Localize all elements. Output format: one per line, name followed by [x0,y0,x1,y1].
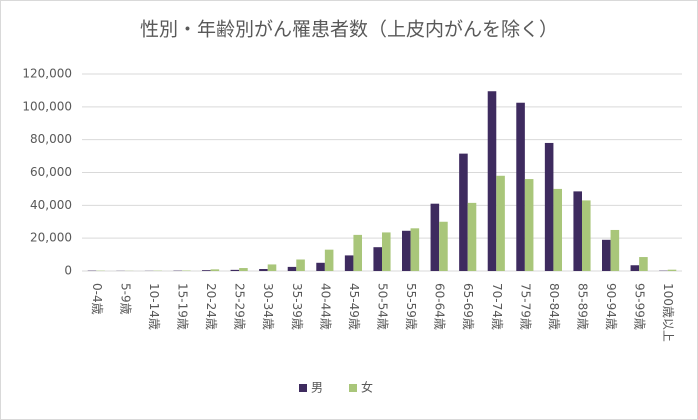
bar [496,175,505,271]
x-tick-label: 75-79歳 [518,283,532,330]
bar [287,266,297,271]
bar [667,269,677,271]
bar [630,265,640,271]
chart-title: 性別・年齢別がん罹患者数（上皮内がんを除く） [140,19,558,41]
legend-swatch [349,384,357,392]
y-tick-label: 80,000 [30,132,72,146]
bar [573,191,582,271]
x-tick-label: 0-4歳 [90,283,104,315]
x-tick-label: 20-24歳 [204,283,218,330]
x-tick-label: 15-19歳 [176,283,190,330]
x-tick-label: 30-34歳 [261,283,275,330]
bar [239,268,248,271]
bar [639,257,648,271]
bar [516,102,525,272]
x-tick-label: 100歳以上 [661,283,675,342]
bar [324,249,334,271]
bar [296,259,305,271]
x-tick-label: 95-99歳 [633,283,647,330]
bar [373,247,382,271]
legend-label: 男 [311,381,323,395]
x-tick-label: 40-44歳 [318,283,332,330]
x-tick-label: 70-74歳 [490,283,504,330]
bar [439,221,448,271]
bar [410,228,420,271]
y-tick-label: 120,000 [22,67,72,81]
bar [553,188,562,271]
x-tick-label: 90-94歳 [604,283,618,330]
legend-swatch [299,384,307,392]
bar [430,203,440,271]
y-tick-label: 20,000 [30,231,72,245]
x-tick-label: 60-64歳 [433,283,447,330]
bar [344,255,354,271]
bar [353,234,362,271]
bar [467,202,477,271]
bar [544,142,554,271]
x-tick-label: 65-69歳 [461,283,475,330]
bar [582,200,591,271]
bar [602,239,611,271]
x-tick-label: 45-49歳 [347,283,361,330]
x-tick-label: 25-29歳 [233,283,247,330]
x-tick-label: 35-39歳 [290,283,304,330]
bar [459,153,468,271]
y-tick-label: 0 [64,264,72,278]
bar [259,269,268,271]
bar [316,262,325,271]
x-tick-label: 85-89歳 [576,283,590,330]
x-tick-label: 50-54歳 [376,283,390,330]
y-tick-label: 60,000 [30,165,72,179]
bar [487,91,497,271]
bar [524,179,534,271]
bar [402,230,411,271]
x-tick-label: 55-59歳 [404,283,418,330]
x-tick-label: 10-14歳 [147,283,161,330]
bar [230,269,240,271]
x-tick-label: 5-9歳 [118,283,132,315]
legend-label: 女 [361,380,373,395]
y-tick-label: 100,000 [22,99,72,113]
bar [382,232,391,271]
x-tick-label: 80-84歳 [547,283,561,330]
y-tick-label: 40,000 [30,198,72,212]
bar [210,269,220,271]
bar [610,229,620,271]
bar [202,270,211,271]
bar [267,264,277,271]
